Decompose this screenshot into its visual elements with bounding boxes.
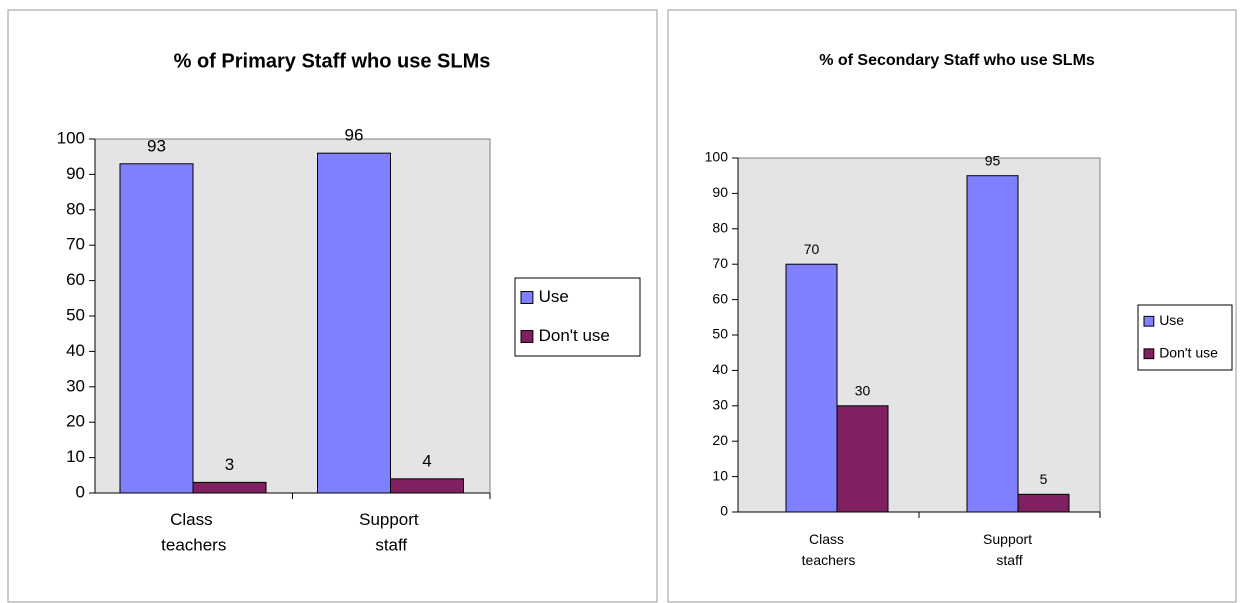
y-tick-label: 60 [66,270,85,289]
legend-swatch [1143,315,1155,327]
x-tick-label: Support staff [983,531,1036,568]
y-tick-label: 70 [66,235,85,254]
y-tick-label: 80 [66,199,85,218]
bar [317,152,391,494]
bar [119,163,194,494]
y-tick-label: 100 [705,149,729,165]
data-label: 70 [804,241,820,257]
x-tick-label: Class teachers [802,531,856,568]
y-tick-label: 10 [66,447,85,466]
data-label: 96 [345,126,364,145]
y-tick-label: 30 [66,376,85,395]
y-tick-label: 40 [66,341,85,360]
y-tick-label: 40 [712,361,728,377]
y-tick-label: 70 [712,255,728,271]
x-tick-label: Class teachers [161,510,226,555]
data-label: 3 [225,455,234,474]
legend-swatch [1143,348,1155,360]
legend-swatch [520,291,534,304]
y-tick-label: 30 [712,397,728,413]
legend-label: Don't use [1159,344,1218,360]
data-label: 5 [1040,471,1048,487]
y-tick-label: 50 [712,326,728,342]
legend-label: Use [539,287,569,306]
y-tick-label: 20 [66,412,85,431]
x-tick-label: Support staff [359,510,423,555]
y-tick-label: 90 [66,164,85,183]
y-tick-label: 80 [712,220,728,236]
y-tick-label: 0 [720,503,728,519]
chart-title: % of Primary Staff who use SLMs [174,50,491,72]
y-tick-label: 10 [712,467,728,483]
data-label: 30 [855,383,871,399]
bar [390,478,464,494]
data-label: 4 [422,451,431,470]
y-tick-label: 90 [712,184,728,200]
y-tick-label: 0 [76,482,85,501]
legend [514,277,641,357]
chart-title: % of Secondary Staff who use SLMs [819,52,1095,69]
data-label: 93 [147,136,166,155]
bar [785,263,838,513]
y-tick-label: 60 [712,290,728,306]
legend-label: Don't use [539,326,610,345]
legend [1137,304,1233,371]
y-tick-label: 20 [712,432,728,448]
data-label: 95 [985,152,1001,168]
bar [836,405,889,513]
bar [966,175,1019,513]
legend-label: Use [1159,312,1184,328]
bar [1017,493,1070,513]
y-tick-label: 100 [57,128,85,147]
bar [192,481,267,494]
y-tick-label: 50 [66,305,85,324]
legend-swatch [520,330,534,343]
